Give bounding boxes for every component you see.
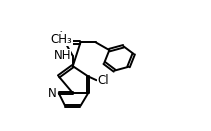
- Text: N: N: [48, 87, 57, 100]
- Text: CH₃: CH₃: [50, 33, 72, 46]
- Text: NH: NH: [53, 49, 71, 62]
- Text: Cl: Cl: [98, 74, 110, 87]
